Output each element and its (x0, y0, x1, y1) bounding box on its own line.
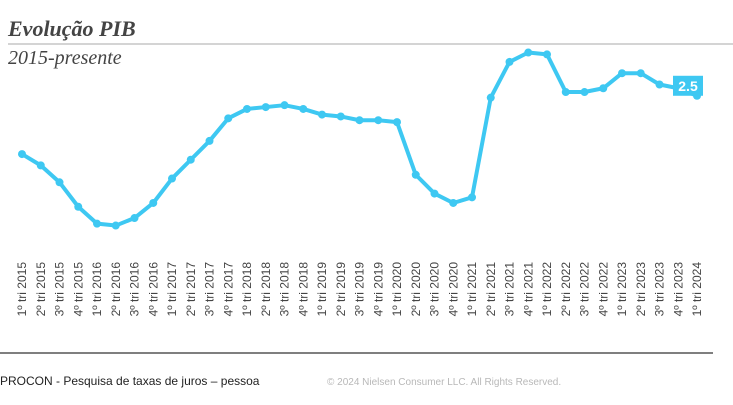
x-tick-label: 1º tri 2022 (540, 262, 554, 317)
x-tick-label: 1º tri 2017 (165, 262, 179, 317)
x-tick-label: 3º tri 2016 (128, 262, 142, 317)
point (261, 103, 270, 112)
footer-copyright: © 2024 Nielsen Consumer LLC. All Rights … (327, 377, 561, 388)
x-tick-label: 4º tri 2023 (671, 262, 685, 317)
x-tick-label: 1º tri 2015 (15, 262, 29, 317)
point (524, 48, 533, 57)
point (205, 136, 214, 145)
x-tick-label: 2º tri 2015 (34, 262, 48, 317)
point (618, 69, 626, 78)
point (336, 112, 345, 121)
x-tick-label: 4º tri 2015 (71, 262, 85, 317)
point (224, 114, 233, 123)
chart-subtitle: 2015-presente (8, 47, 122, 69)
x-tick-label: 4º tri 2018 (296, 262, 310, 317)
x-tick-label: 1º tri 2019 (315, 262, 329, 317)
point (430, 189, 439, 198)
point (186, 155, 195, 164)
point (130, 214, 139, 223)
point (599, 84, 608, 93)
x-tick-label: 2º tri 2016 (109, 262, 123, 317)
point (561, 88, 570, 97)
x-tick-label: 2º tri 2018 (259, 262, 273, 317)
point (580, 88, 589, 97)
x-tick-label: 1º tri 2020 (390, 262, 404, 317)
point (55, 178, 64, 187)
x-tick-label: 1º tri 2016 (90, 262, 104, 317)
point (36, 161, 45, 170)
point (149, 198, 158, 207)
point (411, 170, 420, 179)
x-tick-label: 4º tri 2020 (446, 262, 460, 317)
x-tick-label: 1º tri 2023 (615, 262, 629, 317)
point (486, 93, 495, 102)
data-label-box (673, 75, 703, 96)
point (355, 116, 364, 125)
x-tick-label: 3º tri 2015 (53, 262, 67, 317)
footer-source: PROCON - Pesquisa de taxas de juros – pe… (0, 374, 260, 388)
x-tick-label: 2º tri 2017 (184, 262, 198, 317)
point (655, 80, 664, 89)
point (393, 118, 401, 127)
x-tick-label: 2º tri 2019 (334, 262, 348, 317)
x-tick-label: 4º tri 2019 (371, 262, 385, 317)
point (18, 150, 26, 159)
point (299, 104, 308, 113)
x-tick-label: 4º tri 2016 (146, 262, 160, 317)
x-tick-label: 4º tri 2022 (596, 262, 610, 317)
x-tick-label: 1º tri 2021 (465, 262, 479, 317)
x-tick-label: 3º tri 2023 (653, 262, 667, 317)
point (374, 116, 383, 125)
point (505, 57, 514, 66)
chart-title: Evolução PIB (7, 16, 136, 41)
point (74, 202, 83, 211)
x-tick-label: 4º tri 2017 (221, 262, 235, 317)
point (280, 101, 289, 110)
x-tick-label: 2º tri 2023 (634, 262, 648, 317)
x-tick-label: 3º tri 2019 (353, 262, 367, 317)
line (20, 50, 699, 228)
x-tick-label: 3º tri 2020 (428, 262, 442, 317)
x-tick-label: 3º tri 2021 (503, 262, 517, 317)
point (111, 221, 120, 230)
x-tick-label: 1º tri 2024 (690, 262, 704, 317)
x-tick-label: 4º tri 2021 (521, 262, 535, 317)
point (318, 110, 326, 119)
data-label: 2.5 (678, 78, 698, 94)
x-tick-label: 1º tri 2018 (240, 262, 254, 317)
point (449, 198, 458, 207)
point (93, 219, 101, 228)
x-tick-label: 3º tri 2017 (203, 262, 217, 317)
point (168, 174, 176, 183)
point (243, 104, 251, 113)
x-tick-label: 2º tri 2021 (484, 262, 498, 317)
point (468, 193, 476, 202)
x-tick-label: 2º tri 2020 (409, 262, 423, 317)
x-tick-label: 3º tri 2018 (278, 262, 292, 317)
x-tick-label: 2º tri 2022 (559, 262, 573, 317)
point (543, 50, 551, 59)
x-tick-label: 3º tri 2022 (578, 262, 592, 317)
point (636, 69, 645, 78)
